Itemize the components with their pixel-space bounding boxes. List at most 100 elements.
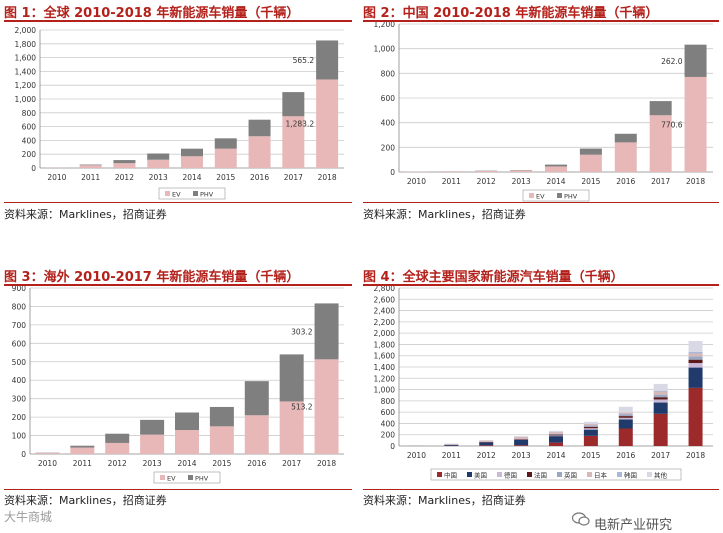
bar-其他-2018	[689, 341, 703, 352]
bar-德国-2015	[584, 428, 598, 429]
x-tick-label: 2012	[108, 459, 127, 468]
x-tick-label: 2011	[73, 459, 92, 468]
bar-PHV-2015	[215, 138, 237, 148]
y-tick-label: 2,000	[374, 329, 396, 338]
x-tick-label: 2011	[81, 173, 100, 182]
bar-PHV-2013	[147, 154, 169, 160]
data-label: 565.2	[293, 56, 315, 65]
bar-PHV-2015	[210, 407, 234, 426]
bar-日本-2015	[584, 424, 598, 425]
bar-EV-2011	[70, 448, 94, 454]
bar-EV-2016	[615, 142, 637, 172]
x-tick-label: 2016	[247, 459, 266, 468]
y-tick-label: 2,200	[374, 318, 396, 327]
panel-4-source-rule	[363, 489, 719, 490]
legend-label: 其他	[654, 471, 668, 480]
bar-中国-2017	[654, 414, 668, 446]
bar-中国-2014	[549, 443, 563, 446]
bar-PHV-2017	[282, 92, 304, 116]
y-tick-label: 400	[22, 136, 37, 145]
legend-swatch	[165, 191, 170, 196]
x-tick-label: 2016	[616, 177, 635, 186]
x-tick-label: 2012	[477, 451, 496, 460]
bar-其他-2016	[619, 407, 633, 413]
bar-日本-2011	[444, 444, 458, 445]
bar-PHV-2016	[245, 381, 269, 415]
x-tick-label: 2014	[182, 173, 201, 182]
x-tick-label: 2013	[149, 173, 168, 182]
legend-label: PHV	[200, 191, 214, 199]
y-tick-label: 800	[22, 109, 37, 118]
bar-法国-2016	[619, 416, 633, 418]
bar-EV-2011	[440, 171, 462, 172]
bar-EV-2013	[510, 171, 532, 172]
legend-label: PHV	[564, 193, 578, 201]
legend-label: 日本	[594, 471, 608, 480]
bar-其他-2015	[584, 422, 598, 424]
bar-日本-2016	[619, 413, 633, 414]
bar-EV-2013	[140, 435, 164, 454]
x-tick-label: 2015	[581, 451, 600, 460]
legend-swatch	[467, 472, 472, 477]
x-tick-label: 2017	[282, 459, 301, 468]
panel-3-source: 资料来源：Marklines，招商证券	[4, 492, 167, 508]
bar-日本-2018	[689, 353, 703, 356]
bar-EV-2012	[475, 171, 497, 172]
bar-法国-2014	[549, 435, 563, 436]
y-tick-label: 700	[12, 321, 27, 330]
x-tick-label: 2018	[317, 459, 336, 468]
bar-其他-2017	[654, 384, 668, 391]
data-label: 1,283.2	[285, 120, 314, 129]
bar-美国-2016	[619, 419, 633, 428]
bar-英国-2014	[549, 434, 563, 435]
bar-EV-2018	[685, 77, 707, 172]
x-tick-label: 2011	[442, 177, 461, 186]
data-label: 262.0	[661, 57, 683, 66]
bar-英国-2018	[689, 356, 703, 359]
bar-美国-2011	[444, 445, 458, 446]
watermark-right: 电新产业研究	[594, 514, 672, 533]
y-tick-label: 0	[21, 450, 26, 459]
bar-EV-2012	[113, 163, 135, 168]
y-tick-label: 1,600	[374, 352, 396, 361]
bar-PHV-2014	[175, 413, 199, 431]
panel-3-title: 图 3：海外 2010-2017 年新能源车销量（千辆）	[4, 266, 299, 284]
bar-美国-2013	[514, 440, 528, 445]
y-tick-label: 900	[12, 286, 27, 293]
legend-label: EV	[167, 475, 176, 483]
bar-英国-2015	[584, 425, 598, 426]
panel-1-source: 资料来源：Marklines，招商证券	[4, 206, 167, 222]
y-tick-label: 0	[31, 164, 36, 173]
y-tick-label: 200	[381, 143, 396, 152]
y-tick-label: 1,200	[374, 22, 396, 29]
panel-4-source: 资料来源：Marklines，招商证券	[363, 492, 526, 508]
panel-1-source-rule	[4, 202, 352, 203]
legend-label: EV	[536, 193, 545, 201]
y-tick-label: 1,000	[374, 386, 396, 395]
bar-PHV-2018	[315, 303, 339, 359]
panel-4-title: 图 4：全球主要国家新能源汽车销量（千辆）	[363, 266, 624, 284]
y-tick-label: 400	[381, 419, 396, 428]
legend-swatch	[160, 475, 165, 480]
x-tick-label: 2014	[546, 177, 565, 186]
y-tick-label: 1,400	[15, 67, 37, 76]
bar-德国-2018	[689, 363, 703, 368]
y-tick-label: 100	[12, 432, 27, 441]
bar-中国-2015	[584, 436, 598, 446]
bar-德国-2014	[549, 435, 563, 436]
bar-PHV-2011	[70, 446, 94, 448]
x-tick-label: 2010	[407, 177, 426, 186]
bar-EV-2015	[215, 149, 237, 168]
bar-韩国-2018	[689, 352, 703, 354]
y-tick-label: 1,200	[15, 81, 37, 90]
bar-PHV-2011	[80, 165, 102, 166]
bar-法国-2018	[689, 360, 703, 363]
bar-英国-2017	[654, 395, 668, 398]
bar-EV-2016	[245, 415, 269, 454]
x-tick-label: 2018	[686, 451, 705, 460]
bar-EV-2012	[105, 443, 129, 454]
legend-swatch	[557, 472, 562, 477]
x-tick-label: 2012	[115, 173, 134, 182]
